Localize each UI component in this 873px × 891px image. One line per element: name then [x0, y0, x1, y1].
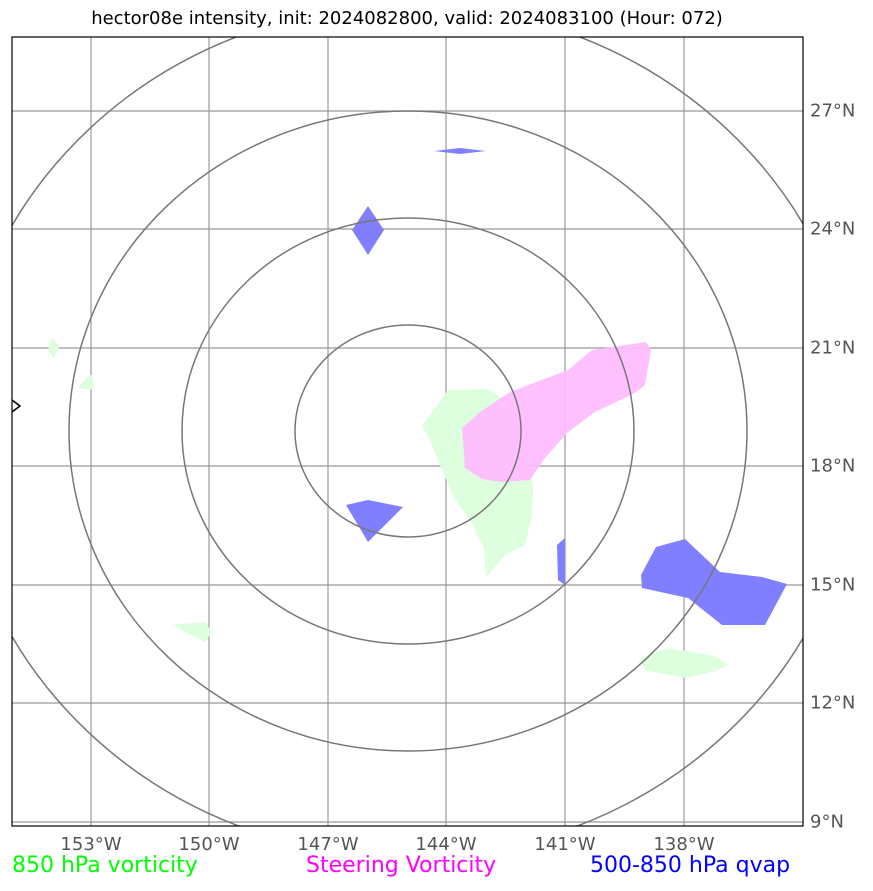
range-ring — [68, 110, 748, 752]
lat-label: 9°N — [810, 811, 844, 833]
vorticity-850-region — [48, 338, 60, 358]
range-ring — [294, 324, 522, 538]
storm-marker-icon — [12, 399, 22, 413]
map-title: hector08e intensity, init: 2024082800, v… — [91, 8, 723, 29]
lon-label: 150°W — [178, 834, 240, 855]
legend-qvap: 500-850 hPa qvap — [590, 853, 791, 878]
vorticity-850-region — [640, 648, 728, 678]
lon-label: 144°W — [415, 834, 477, 855]
map-frame-bg — [12, 37, 803, 826]
qvap-region — [557, 538, 565, 585]
vorticity-850-region — [78, 374, 94, 390]
lat-label: 18°N — [810, 455, 856, 477]
qvap-region — [434, 148, 486, 154]
steering-vorticity-regions — [462, 342, 651, 482]
lon-label: 147°W — [297, 834, 359, 855]
map-frame — [11, 36, 804, 827]
lat-label: 24°N — [810, 218, 856, 240]
lat-label: 15°N — [810, 574, 856, 596]
lat-label: 12°N — [810, 692, 856, 714]
qvap-region — [346, 500, 403, 542]
lat-label: 21°N — [810, 337, 856, 359]
qvap-region — [352, 206, 384, 255]
vorticity-850-region — [172, 622, 212, 642]
range-ring — [181, 217, 635, 645]
steering-vorticity-region — [462, 342, 651, 482]
range-rings — [12, 37, 803, 826]
lon-label: 141°W — [534, 834, 596, 855]
lon-label: 153°W — [60, 834, 122, 855]
legend-steering-vorticity: Steering Vorticity — [306, 853, 497, 878]
qvap-region — [641, 539, 787, 625]
lon-label: 138°W — [653, 834, 715, 855]
qvap-regions — [346, 148, 787, 625]
lat-label: 27°N — [810, 100, 856, 122]
legend-vorticity-850: 850 hPa vorticity — [12, 853, 198, 878]
